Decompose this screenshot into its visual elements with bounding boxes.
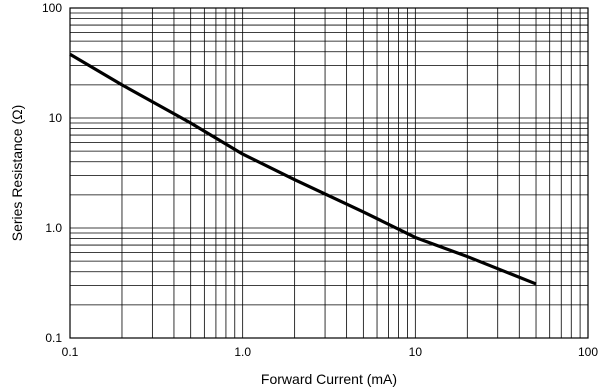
y-axis-title: Series Resistance (Ω) (9, 105, 25, 242)
x-tick-label: 0.1 (62, 345, 79, 359)
grid (69, 7, 589, 339)
x-tick-label: 10 (409, 345, 423, 359)
plot-area (69, 52, 537, 286)
x-axis-title: Forward Current (mA) (261, 371, 397, 387)
y-tick-label: 1.0 (45, 221, 62, 235)
y-tick-label: 10 (49, 111, 63, 125)
x-tick-label: 1.0 (234, 345, 251, 359)
y-axis-ticks: 0.1 1.0 10 100 (42, 1, 62, 345)
x-axis-ticks: 0.1 1.0 10 100 (62, 345, 599, 359)
plot-frame (69, 7, 589, 339)
x-tick-label: 100 (578, 345, 598, 359)
y-tick-label: 0.1 (45, 331, 62, 345)
series-line (69, 52, 537, 286)
y-tick-label: 100 (42, 1, 62, 15)
